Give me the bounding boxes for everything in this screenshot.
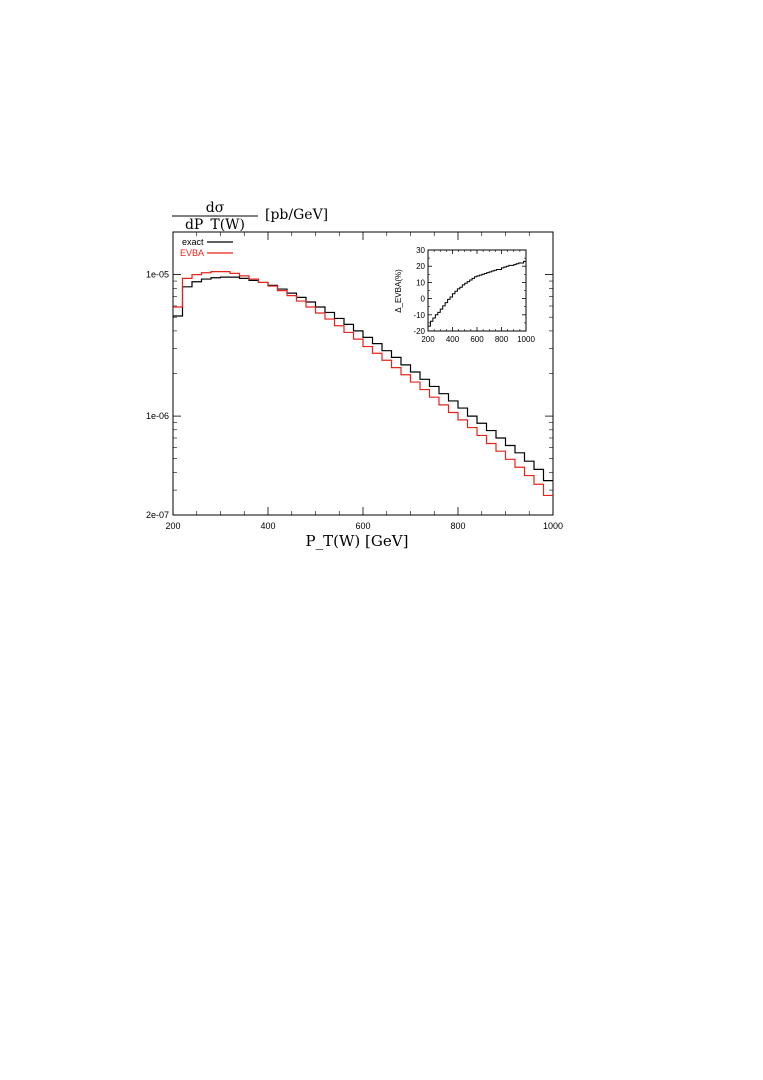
x-tick-label: 400 [260, 521, 275, 531]
series-line-delta [428, 260, 526, 327]
series-line-exact [173, 276, 553, 482]
y-tick-label: 2e-07 [146, 510, 169, 520]
inset-tick-labels: 200 400 600 800 1000 -20 -10 0 10 20 30 [413, 246, 535, 344]
legend: exact EVBA [180, 237, 233, 258]
y-label-unit: [pb/GeV] [265, 207, 328, 223]
y-label-denominator: dP_T(W) [185, 217, 245, 233]
main-tick-labels: 200 400 600 800 1000 2e-07 1e-06 1e-05 [146, 270, 563, 531]
y-tick-label: 1e-05 [146, 270, 169, 280]
inset-series [428, 260, 526, 327]
main-ticks [172, 232, 554, 516]
legend-label-exact: exact [182, 237, 204, 247]
main-series [173, 271, 553, 497]
x-tick-label: 200 [421, 335, 435, 344]
y-tick-label: -10 [413, 311, 425, 320]
y-tick-label: 10 [416, 278, 425, 287]
legend-label-evba: EVBA [180, 248, 204, 258]
y-tick-label: -20 [413, 327, 425, 336]
y-tick-label: 1e-06 [146, 411, 169, 421]
x-tick-label: 800 [450, 521, 465, 531]
series-line-evba [173, 271, 553, 497]
y-tick-label: 20 [416, 262, 425, 271]
y-tick-label: 0 [421, 295, 426, 304]
y-axis-label: dσ dP_T(W) [pb/GeV] [172, 200, 328, 233]
x-axis-label: P_T(W) [GeV] [306, 532, 409, 550]
x-tick-label: 600 [355, 521, 370, 531]
x-tick-label: 1000 [517, 335, 535, 344]
x-tick-label: 200 [165, 521, 180, 531]
x-tick-label: 600 [470, 335, 484, 344]
y-tick-label: 30 [416, 246, 425, 255]
x-tick-label: 400 [446, 335, 460, 344]
inset-plot-frame [427, 249, 527, 332]
y-label-numerator: dσ [206, 200, 225, 216]
x-tick-label: 1000 [543, 521, 563, 531]
inset-y-axis-label: Δ_EVBA(%) [394, 269, 403, 313]
inset-ticks [427, 249, 527, 332]
x-tick-label: 800 [495, 335, 509, 344]
